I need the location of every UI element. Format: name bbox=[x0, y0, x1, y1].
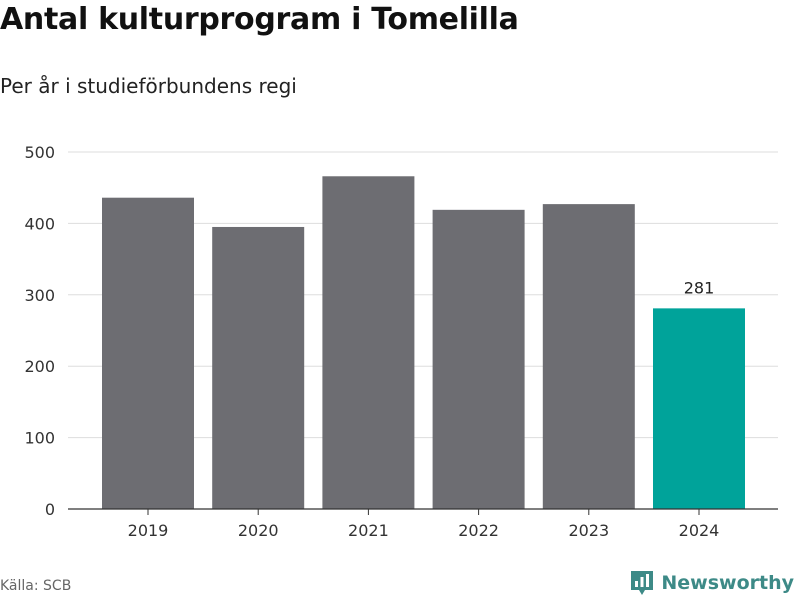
x-tick-label: 2023 bbox=[568, 521, 609, 540]
bar-chart-pin-icon bbox=[631, 571, 654, 595]
bar-2023 bbox=[542, 204, 635, 509]
x-tick-label: 2022 bbox=[458, 521, 499, 540]
brand-logo: Newsworthy bbox=[629, 569, 794, 597]
bar-2022 bbox=[432, 209, 525, 510]
bar-2024 bbox=[653, 308, 745, 509]
labels: 281 bbox=[684, 278, 715, 297]
data-label: 281 bbox=[684, 278, 715, 297]
chart-subtitle: Per år i studieförbundens regi bbox=[0, 74, 297, 98]
chart-title: Antal kulturprogram i Tomelilla bbox=[0, 2, 519, 37]
bar-2020 bbox=[212, 226, 305, 509]
axes: 0 100 200 300 400 500 2019 2020 2021 2022 2023 2024 bbox=[24, 143, 778, 540]
bar-2019 bbox=[102, 197, 194, 510]
y-tick-label: 100 bbox=[24, 429, 55, 448]
x-tick-label: 2024 bbox=[679, 521, 720, 540]
y-tick-label: 400 bbox=[24, 214, 55, 233]
x-tick-label: 2019 bbox=[128, 521, 169, 540]
x-tick-label: 2020 bbox=[238, 521, 279, 540]
x-tick-label: 2021 bbox=[348, 521, 389, 540]
source-note: Källa: SCB bbox=[0, 578, 72, 594]
brand-name: Newsworthy bbox=[661, 572, 794, 594]
y-tick-label: 0 bbox=[45, 500, 55, 519]
y-tick-label: 300 bbox=[24, 286, 55, 305]
bar-2021 bbox=[322, 176, 415, 509]
bars bbox=[102, 176, 745, 510]
y-tick-label: 200 bbox=[24, 357, 55, 376]
y-tick-label: 500 bbox=[24, 143, 55, 162]
